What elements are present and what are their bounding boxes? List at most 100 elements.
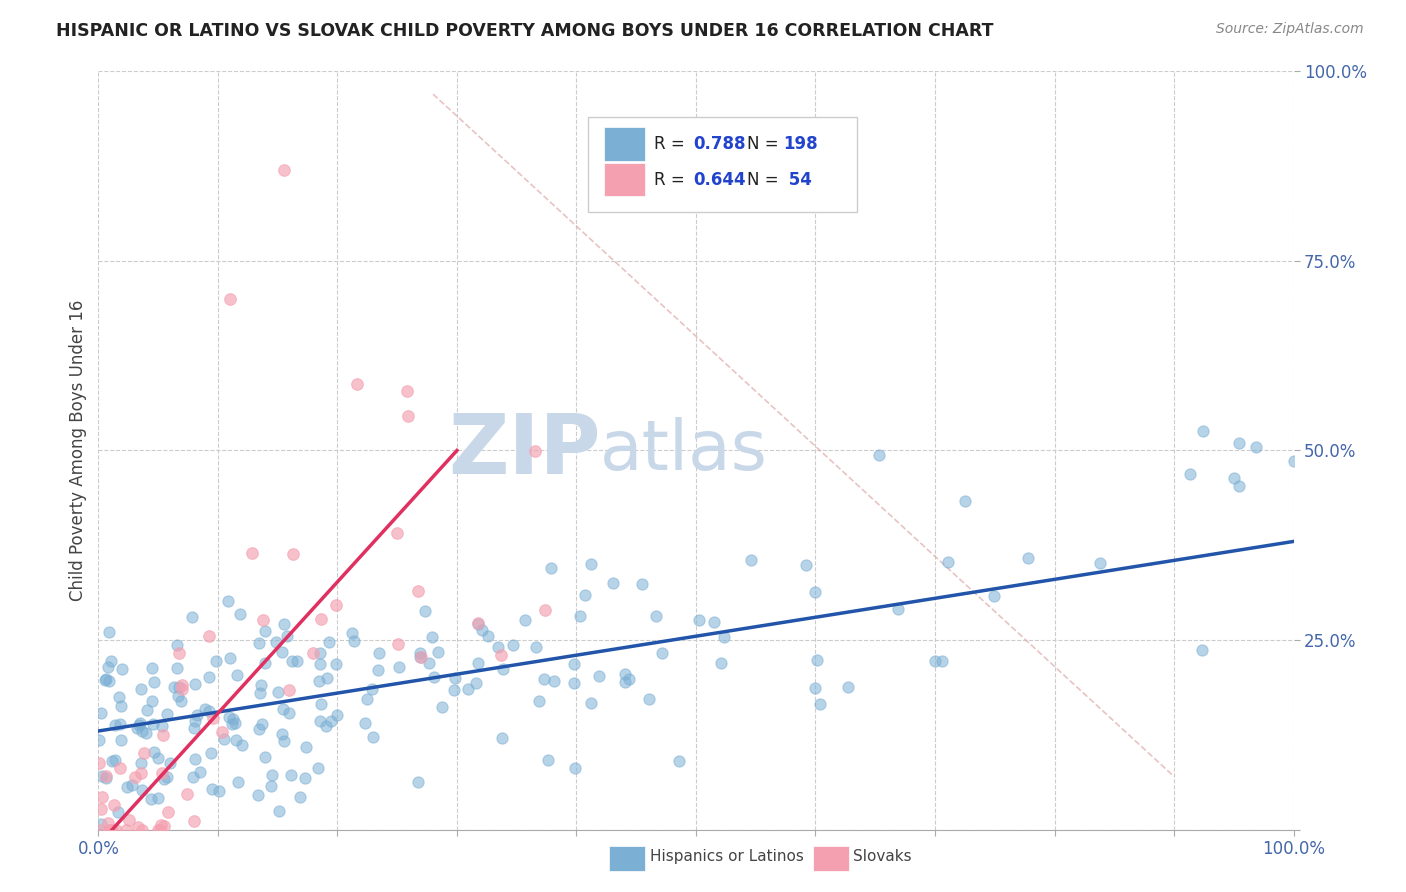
Point (148, 751, 170, 765)
Point (183, 814, 205, 828)
Point (308, 673, 330, 688)
Point (467, 616, 489, 631)
Point (387, 526, 409, 541)
Text: N =: N = (748, 170, 785, 189)
Point (142, 745, 165, 759)
Point (325, 657, 347, 671)
Point (198, 629, 221, 643)
Point (281, 547, 304, 561)
Point (430, 700, 453, 714)
Point (152, 728, 174, 742)
Point (135, 703, 157, 717)
Point (361, 731, 384, 745)
Point (264, 635, 287, 649)
Point (211, 724, 233, 739)
Point (703, 615, 725, 629)
Point (309, 697, 332, 711)
Point (166, 689, 188, 703)
Point (868, 449, 890, 463)
Point (208, 784, 231, 798)
Point (579, 696, 602, 710)
Point (713, 630, 735, 644)
Point (309, 612, 332, 626)
Point (153, 772, 176, 786)
Point (356, 691, 378, 706)
Point (1244, 440, 1267, 454)
Point (104, 822, 127, 837)
Point (131, 783, 153, 797)
Point (281, 655, 304, 669)
Point (273, 617, 295, 632)
Text: N =: N = (748, 136, 785, 153)
Point (252, 717, 274, 731)
Point (489, 648, 512, 662)
Point (124, 770, 146, 784)
Point (408, 649, 430, 664)
Point (543, 674, 565, 689)
Point (645, 609, 668, 624)
Point (219, 651, 242, 665)
Point (983, 589, 1005, 603)
Point (240, 546, 263, 560)
Point (200, 746, 222, 760)
Text: atlas: atlas (600, 417, 768, 484)
Point (837, 680, 859, 694)
Point (97, 674, 120, 689)
Point (184, 677, 207, 691)
Point (197, 705, 219, 719)
Point (204, 654, 226, 668)
Point (100, 654, 122, 668)
Text: HISPANIC OR LATINO VS SLOVAK CHILD POVERTY AMONG BOYS UNDER 16 CORRELATION CHART: HISPANIC OR LATINO VS SLOVAK CHILD POVER… (56, 22, 994, 40)
Point (267, 805, 290, 819)
Point (148, 822, 170, 837)
Point (87, 733, 110, 747)
Point (276, 629, 298, 643)
Point (464, 676, 486, 690)
Point (540, 561, 562, 575)
Point (564, 657, 586, 672)
Point (107, 805, 129, 820)
Point (613, 674, 636, 689)
Point (617, 673, 640, 687)
FancyBboxPatch shape (589, 117, 858, 211)
Point (804, 681, 827, 695)
Point (129, 681, 152, 696)
Point (564, 761, 586, 775)
Point (166, 660, 188, 674)
Point (188, 764, 211, 779)
Point (1017, 551, 1039, 566)
Point (302, 646, 325, 660)
Point (172, 678, 194, 692)
Point (285, 654, 308, 668)
Point (176, 787, 198, 801)
Point (94, 673, 117, 688)
Point (91, 790, 114, 805)
Point (804, 585, 827, 599)
Point (581, 557, 603, 571)
FancyBboxPatch shape (605, 128, 644, 161)
Point (212, 731, 235, 746)
Point (515, 613, 537, 627)
Point (250, 678, 273, 692)
Point (172, 682, 194, 697)
Point (936, 555, 959, 569)
Point (132, 746, 155, 760)
Point (471, 623, 494, 637)
Point (273, 163, 295, 178)
Point (278, 683, 301, 698)
Point (218, 594, 240, 608)
Text: Hispanics or Latinos: Hispanics or Latinos (650, 849, 803, 863)
Point (260, 779, 283, 793)
Text: Slovaks: Slovaks (853, 849, 912, 863)
Point (107, 690, 129, 704)
Point (321, 714, 343, 729)
Point (121, 778, 143, 792)
Point (806, 653, 828, 667)
Text: R =: R = (654, 136, 690, 153)
Point (253, 624, 276, 638)
Point (218, 710, 240, 724)
Point (163, 680, 186, 694)
Point (614, 667, 637, 681)
Point (955, 494, 977, 508)
Point (1191, 642, 1213, 657)
